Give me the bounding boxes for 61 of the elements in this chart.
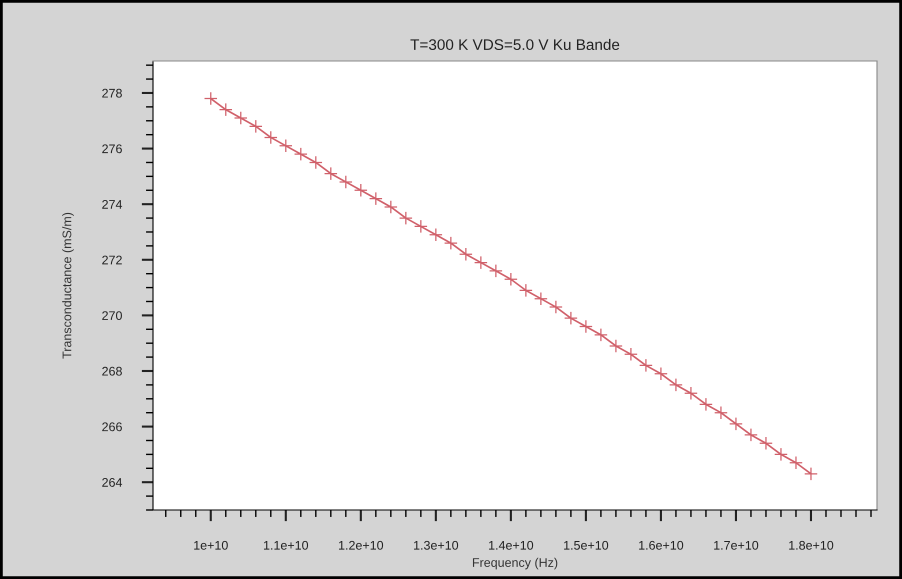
point: [234, 111, 248, 125]
y-tick-label: 266: [102, 422, 122, 432]
x-tick-label: 1.2e+10: [339, 540, 384, 550]
point: [579, 320, 593, 334]
point: [414, 220, 428, 234]
x-tick-label: 1.1e+10: [264, 540, 308, 550]
point: [594, 328, 608, 342]
point: [804, 466, 818, 481]
point: [248, 119, 263, 134]
y-axis-title: Transconductance (mS/m): [62, 212, 74, 359]
point: [488, 264, 503, 278]
x-axis-title: Frequency (Hz): [472, 558, 558, 570]
y-tick-label: 268: [102, 366, 122, 376]
y-tick-label: 270: [102, 311, 122, 320]
point: [338, 175, 353, 189]
point: [204, 92, 218, 106]
point: [729, 416, 743, 431]
point: [684, 386, 698, 400]
point: [398, 211, 413, 225]
point: [624, 347, 638, 362]
point: [534, 292, 548, 306]
x-tick-label: 1.4e+10: [489, 540, 534, 550]
point: [609, 339, 623, 353]
chart-title: T=300 K VDS=5.0 V Ku Bande: [410, 38, 620, 50]
x-tick-label: 1.5e+10: [564, 540, 608, 550]
point: [308, 156, 323, 170]
point: [294, 147, 308, 162]
x-tick-label: 1e+10: [194, 540, 228, 550]
point: [759, 436, 773, 450]
point: [654, 366, 668, 381]
point: [278, 138, 293, 153]
point: [384, 200, 398, 214]
point: [218, 102, 233, 117]
point: [428, 228, 443, 242]
point: [639, 358, 653, 372]
point: [264, 130, 278, 144]
x-tick-label: 1.8e+10: [789, 540, 834, 550]
y-tick-label: 278: [102, 88, 122, 98]
point: [354, 183, 368, 198]
point: [714, 406, 728, 420]
point: [504, 272, 518, 286]
point: [774, 448, 788, 462]
y-tick-label: 274: [102, 200, 122, 209]
y-tick-label: 264: [102, 478, 122, 487]
x-tick-label: 1.6e+10: [639, 540, 684, 550]
point: [744, 428, 758, 442]
y-tick-label: 276: [102, 144, 122, 154]
point: [368, 192, 383, 206]
point: [669, 378, 683, 392]
point: [789, 456, 803, 470]
point: [519, 283, 533, 298]
point: [324, 166, 338, 180]
point: [458, 247, 473, 262]
x-tick-label: 1.7e+10: [714, 540, 758, 550]
point: [549, 300, 563, 314]
point: [444, 236, 458, 250]
x-tick-label: 1.3e+10: [414, 540, 458, 550]
y-tick-label: 272: [102, 256, 122, 264]
point: [474, 256, 488, 270]
point: [564, 311, 578, 326]
point: [699, 397, 713, 412]
